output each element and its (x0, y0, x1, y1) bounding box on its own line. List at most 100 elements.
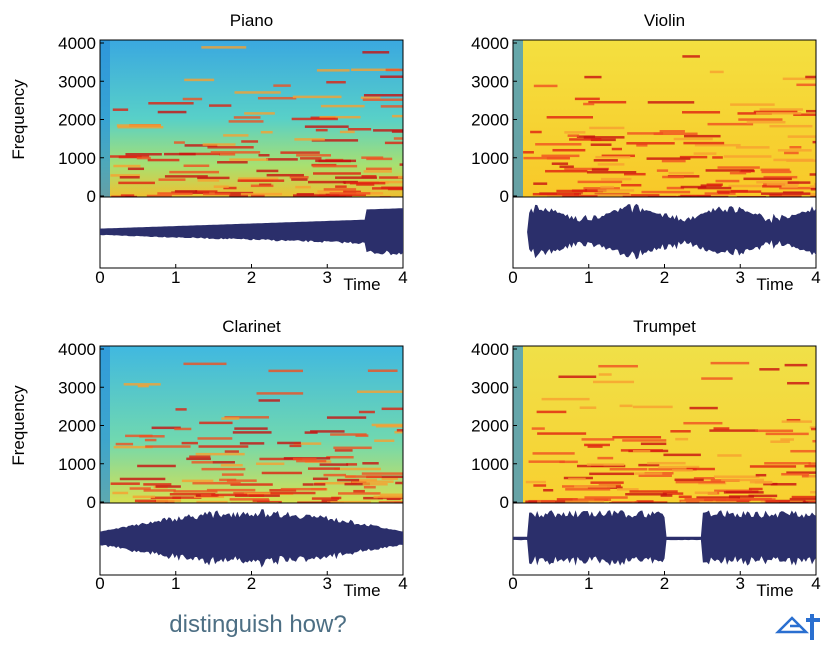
harmonic (229, 158, 269, 161)
harmonic (362, 483, 388, 486)
harmonic (330, 433, 367, 436)
harmonic (597, 456, 614, 460)
harmonic (791, 495, 816, 499)
harmonic (619, 404, 633, 408)
harmonic (119, 176, 140, 179)
harmonic (694, 491, 718, 495)
y-tick-label: 3000 (58, 72, 96, 91)
harmonic (326, 455, 354, 459)
harmonic (206, 488, 256, 492)
harmonic (656, 169, 669, 172)
harmonic (266, 173, 304, 177)
harmonic (363, 170, 392, 173)
harmonic (291, 117, 338, 121)
harmonic (567, 134, 580, 137)
harmonic (568, 477, 586, 481)
harmonic (339, 130, 355, 134)
harmonic (683, 141, 725, 145)
harmonic (682, 55, 700, 58)
y-tick-label: 1000 (471, 149, 509, 168)
harmonic (749, 465, 797, 468)
harmonic (562, 195, 598, 197)
harmonic (289, 176, 309, 179)
x-tick-label: 3 (736, 574, 745, 593)
harmonic (399, 163, 403, 166)
harmonic (558, 375, 597, 379)
harmonic (295, 185, 311, 189)
harmonic (627, 132, 664, 135)
y-tick-label: 0 (87, 493, 96, 512)
harmonic (110, 174, 141, 177)
harmonic (366, 475, 403, 479)
y-tick-label: 4000 (58, 340, 96, 359)
harmonic (249, 494, 265, 497)
harmonic (737, 112, 772, 115)
harmonic (647, 195, 692, 197)
harmonic (759, 108, 803, 111)
harmonic (157, 110, 187, 114)
harmonic (335, 176, 377, 179)
harmonic (125, 195, 138, 197)
harmonic (786, 418, 801, 422)
harmonic (319, 115, 361, 119)
harmonic (556, 498, 578, 501)
x-tick-label: 0 (508, 574, 517, 593)
harmonic (584, 75, 602, 79)
harmonic (749, 480, 773, 484)
x-tick-label: 1 (171, 574, 180, 593)
harmonic (226, 479, 257, 482)
harmonic (261, 471, 303, 475)
harmonic (769, 124, 813, 128)
harmonic (198, 445, 249, 448)
harmonic (572, 498, 612, 501)
harmonic (230, 483, 273, 486)
harmonic (662, 175, 685, 179)
harmonic (777, 149, 812, 152)
harmonic (266, 158, 298, 161)
harmonic (291, 178, 308, 181)
harmonic (173, 141, 185, 144)
y-tick-label: 1000 (58, 455, 96, 474)
harmonic (598, 373, 612, 376)
harmonic (653, 132, 698, 136)
harmonic (685, 501, 700, 503)
harmonic (308, 180, 358, 184)
harmonic (224, 450, 239, 453)
harmonic (789, 497, 816, 501)
harmonic (686, 467, 715, 471)
harmonic (224, 416, 269, 419)
harmonic (138, 501, 165, 503)
harmonic (361, 175, 377, 178)
harmonic (395, 481, 403, 485)
harmonic (200, 494, 219, 497)
harmonic (787, 381, 810, 385)
harmonic (634, 472, 663, 475)
harmonic (763, 175, 798, 179)
harmonic (334, 449, 353, 452)
harmonic (310, 430, 345, 433)
x-tick-label: 4 (811, 268, 820, 287)
harmonic (358, 410, 375, 414)
harmonic (769, 185, 798, 188)
harmonic (294, 138, 325, 141)
harmonic (790, 449, 816, 453)
harmonic (202, 192, 231, 196)
harmonic (127, 167, 145, 171)
harmonic (326, 416, 367, 419)
harmonic (625, 493, 667, 496)
y-axis-label: Frequency (9, 385, 28, 466)
y-tick-label: 4000 (58, 34, 96, 53)
harmonic (195, 190, 218, 193)
harmonic (533, 484, 547, 487)
harmonic (587, 189, 635, 192)
spectrogram (100, 346, 403, 503)
harmonic (551, 162, 569, 165)
harmonic (197, 176, 230, 180)
harmonic (181, 441, 198, 445)
harmonic (335, 185, 347, 188)
harmonic (739, 170, 751, 174)
harmonic (155, 485, 181, 488)
harmonic (319, 463, 349, 466)
harmonic (184, 78, 215, 82)
harmonic (241, 140, 259, 143)
